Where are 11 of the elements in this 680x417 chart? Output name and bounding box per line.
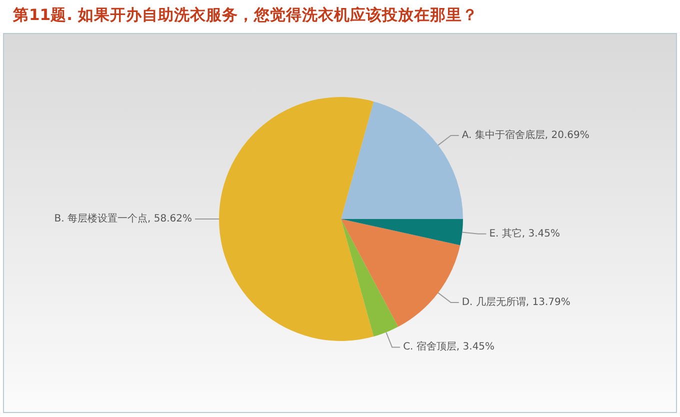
pie-slice (341, 219, 460, 327)
slice-label: B. 每层楼设置一个点, 58.62% (54, 212, 192, 224)
slice-label: D. 几层无所谓, 13.79% (462, 296, 570, 308)
slice-label: C. 宿舍顶层, 3.45% (403, 340, 495, 353)
chart-title: 第11题. 如果开办自助洗衣服务，您觉得洗衣机应该投放在那里？ (13, 5, 478, 25)
pie-slice (219, 97, 374, 341)
slice-label: E. 其它, 3.45% (489, 227, 560, 240)
slice-label: A. 集中于宿舍底层, 20.69% (462, 128, 590, 141)
pie-slice (341, 219, 398, 337)
pie-slice (341, 101, 463, 219)
pie-slice (341, 219, 463, 246)
